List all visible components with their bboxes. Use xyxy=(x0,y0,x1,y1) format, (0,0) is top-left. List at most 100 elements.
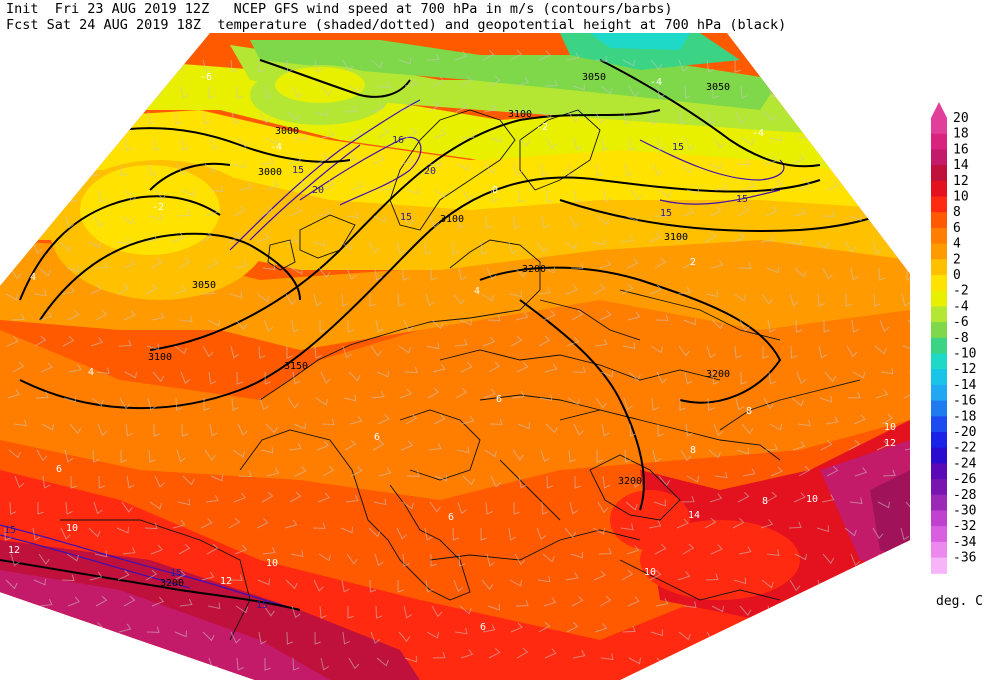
wind-barb xyxy=(736,158,750,166)
wind-barb xyxy=(453,293,465,305)
wind-barb xyxy=(347,319,355,333)
wind-barb xyxy=(288,155,302,165)
wind-barb xyxy=(901,293,910,307)
wind-barb xyxy=(236,657,244,671)
wind-barb xyxy=(819,395,832,403)
wind-barb xyxy=(286,631,294,645)
legend-swatch xyxy=(931,243,947,260)
wind-barb xyxy=(798,179,811,191)
wind-barb xyxy=(209,423,218,437)
wind-barb xyxy=(849,214,862,222)
wind-barb xyxy=(374,267,383,281)
wind-barb xyxy=(8,449,21,459)
wind-barb xyxy=(122,259,136,269)
wind-barb xyxy=(823,319,830,333)
wind-barb xyxy=(735,111,746,124)
wind-barb xyxy=(234,544,248,555)
header-line-1: Init Fri 23 AUG 2019 12Z NCEP GFS wind s… xyxy=(6,1,673,17)
wind-barb xyxy=(676,518,689,529)
wind-barb xyxy=(286,346,293,359)
wind-barb xyxy=(511,107,525,115)
wind-barb xyxy=(452,527,460,541)
legend-label: 14 xyxy=(953,158,969,173)
wind-barb xyxy=(733,577,747,585)
wind-barb xyxy=(543,597,557,607)
wind-barb xyxy=(822,267,833,280)
wind-barb xyxy=(677,571,691,581)
wind-barb xyxy=(66,265,79,273)
wind-barb xyxy=(4,527,12,541)
wind-barb xyxy=(854,467,868,477)
wind-barb xyxy=(426,53,440,61)
wind-barb xyxy=(600,370,613,378)
wind-barb xyxy=(600,653,614,660)
legend-swatch xyxy=(931,432,947,449)
legend-swatch xyxy=(931,322,947,339)
wind-barb xyxy=(32,527,41,541)
wind-barb xyxy=(760,519,774,529)
wind-barb xyxy=(349,415,363,425)
wind-barb xyxy=(546,190,553,203)
wind-barb xyxy=(95,309,108,321)
wind-barb xyxy=(565,284,579,295)
temp-label: 8 xyxy=(762,496,768,507)
wind-barb xyxy=(125,137,133,151)
wind-barb xyxy=(60,241,73,253)
wind-barb xyxy=(574,189,582,203)
temp-label: 10 xyxy=(884,422,896,433)
wind-barb xyxy=(682,258,695,269)
wind-barb xyxy=(317,208,331,217)
wind-barb xyxy=(903,387,910,399)
wind-speed-contours xyxy=(0,99,785,611)
wind-barb xyxy=(231,397,239,411)
wind-barb xyxy=(824,371,837,383)
wind-barb xyxy=(426,342,440,350)
wind-barb xyxy=(487,314,501,322)
wind-barb xyxy=(565,572,579,581)
wind-barb xyxy=(231,111,241,125)
wind-barb xyxy=(316,440,330,451)
legend-swatch xyxy=(931,400,947,417)
wind-barb xyxy=(290,267,303,275)
wind-barb xyxy=(765,491,778,503)
legend-swatch xyxy=(931,306,947,323)
wind-barb xyxy=(489,418,503,425)
temp-label: 10 xyxy=(644,567,656,578)
wind-barb xyxy=(403,605,413,619)
wind-barb xyxy=(236,371,243,385)
wind-barb xyxy=(256,518,269,529)
wind-barb xyxy=(769,134,783,142)
legend-label: 8 xyxy=(953,205,961,220)
legend-swatch xyxy=(931,353,947,370)
wind-barb xyxy=(342,631,351,645)
wind-barb xyxy=(66,553,79,562)
wind-barb xyxy=(789,579,801,592)
wind-barb xyxy=(434,189,447,199)
wind-barb xyxy=(148,449,156,463)
wind-barb xyxy=(89,571,103,581)
wind-barb xyxy=(788,521,802,529)
wind-barb xyxy=(376,81,390,89)
wind-barb xyxy=(89,284,102,295)
legend-swatch xyxy=(931,290,947,307)
wind-barb xyxy=(405,127,418,139)
geopotential-height-contours xyxy=(0,59,910,611)
legend-swatch xyxy=(931,510,947,527)
wind-barb xyxy=(705,573,719,581)
wind-barb xyxy=(266,467,280,477)
wind-barb xyxy=(123,595,136,607)
wind-barb xyxy=(65,215,75,229)
wind-barb xyxy=(514,267,527,278)
wind-barb xyxy=(705,290,719,298)
wind-barb xyxy=(10,267,22,280)
wind-barb xyxy=(601,423,610,437)
height-label: 3000 xyxy=(275,126,299,137)
wind-barb xyxy=(372,154,385,165)
wind-barb xyxy=(481,579,494,591)
wind-barb xyxy=(624,163,633,177)
wind-barb xyxy=(261,205,274,217)
wind-barb xyxy=(488,647,501,659)
temp-label: -6 xyxy=(200,72,212,83)
chart-title: NCEP GFS wind speed at 700 hPa in m/s (c… xyxy=(233,1,673,17)
wind-barb xyxy=(453,579,464,593)
